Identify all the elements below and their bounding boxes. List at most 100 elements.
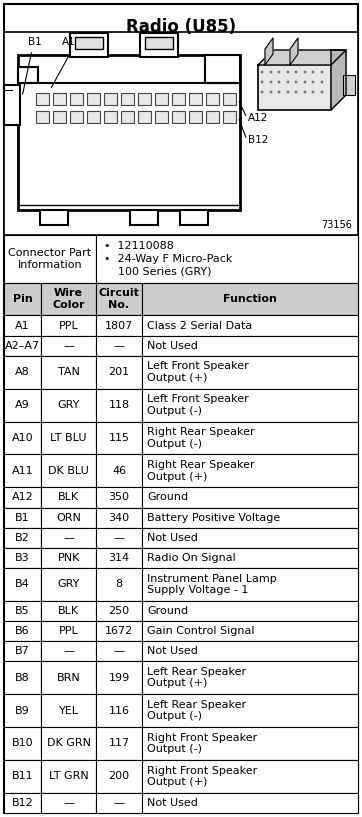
Bar (96, 600, 142, 621)
Text: 115: 115 (109, 433, 130, 443)
Bar (142, 600, 358, 621)
Text: A9: A9 (15, 400, 30, 410)
Bar (223, 111, 236, 123)
Bar (96, 641, 142, 661)
Text: YEL: YEL (59, 706, 79, 716)
Text: Gain Control Signal: Gain Control Signal (147, 626, 254, 636)
Bar (258, 65, 331, 110)
Bar (142, 315, 358, 336)
Text: Not Used: Not Used (147, 533, 198, 542)
Text: —: — (114, 798, 125, 808)
Bar (41, 454, 96, 488)
Bar (41, 621, 96, 641)
Bar (155, 111, 168, 123)
Bar (18, 67, 38, 83)
Text: Ground: Ground (147, 606, 188, 616)
Text: —: — (63, 798, 74, 808)
Text: B3: B3 (15, 553, 30, 563)
Text: —: — (63, 646, 74, 656)
Text: 116: 116 (109, 706, 130, 716)
Bar (121, 93, 134, 105)
Bar (140, 33, 178, 57)
Bar (87, 111, 100, 123)
Text: A11: A11 (12, 466, 33, 476)
Text: Function: Function (223, 294, 277, 304)
Bar (4, 454, 41, 488)
Bar (41, 694, 96, 727)
Bar (96, 528, 142, 547)
Text: DK GRN: DK GRN (47, 739, 90, 748)
Text: Class 2 Serial Data: Class 2 Serial Data (147, 320, 252, 331)
Text: B5: B5 (15, 606, 30, 616)
Text: 199: 199 (109, 672, 130, 683)
Bar (41, 283, 96, 315)
Bar (75, 37, 103, 49)
Text: 8: 8 (115, 579, 123, 589)
Polygon shape (265, 38, 273, 65)
Text: Right Rear Speaker
Output (+): Right Rear Speaker Output (+) (147, 460, 255, 482)
Text: A10: A10 (12, 433, 33, 443)
Bar (96, 547, 142, 568)
Bar (4, 488, 41, 507)
Text: Left Rear Speaker
Output (-): Left Rear Speaker Output (-) (147, 700, 246, 721)
Bar (96, 315, 142, 336)
Text: Left Rear Speaker
Output (+): Left Rear Speaker Output (+) (147, 667, 246, 689)
Bar (145, 37, 173, 49)
Text: Pin: Pin (13, 294, 33, 304)
Bar (96, 727, 142, 760)
Text: 73156: 73156 (321, 220, 352, 230)
Text: LT BLU: LT BLU (50, 433, 87, 443)
Bar (41, 422, 96, 454)
Text: A1: A1 (15, 320, 30, 331)
Text: B12: B12 (12, 798, 33, 808)
Text: A2–A7: A2–A7 (5, 341, 40, 350)
Bar (40, 210, 68, 225)
Text: B10: B10 (12, 739, 33, 748)
Bar (18, 55, 240, 210)
Text: •  12110088
•  24-Way F Micro-Pack
    100 Series (GRY): • 12110088 • 24-Way F Micro-Pack 100 Ser… (104, 240, 232, 277)
Bar (205, 55, 240, 83)
Polygon shape (290, 38, 298, 65)
Bar (87, 93, 100, 105)
Text: A8: A8 (15, 367, 30, 377)
Text: Not Used: Not Used (147, 798, 198, 808)
Bar (142, 568, 358, 600)
Bar (41, 568, 96, 600)
Bar (4, 507, 41, 528)
Bar (4, 694, 41, 727)
Bar (70, 33, 108, 57)
Bar (142, 547, 358, 568)
Bar (142, 336, 358, 355)
Text: 201: 201 (109, 367, 130, 377)
Text: GRY: GRY (58, 579, 80, 589)
Bar (142, 454, 358, 488)
Text: LT GRN: LT GRN (49, 771, 88, 781)
Bar (96, 422, 142, 454)
Bar (4, 621, 41, 641)
Bar (96, 488, 142, 507)
Text: 350: 350 (109, 493, 130, 502)
Bar (206, 93, 219, 105)
Bar (104, 111, 117, 123)
Bar (96, 792, 142, 813)
Text: Circuit
No.: Circuit No. (98, 288, 139, 310)
Bar (142, 422, 358, 454)
Bar (142, 661, 358, 694)
Bar (41, 528, 96, 547)
Bar (104, 93, 117, 105)
Text: B11: B11 (12, 771, 33, 781)
Text: 46: 46 (112, 466, 126, 476)
Bar (96, 235, 358, 283)
Text: Right Front Speaker
Output (-): Right Front Speaker Output (-) (147, 733, 257, 754)
Bar (4, 661, 41, 694)
Bar (4, 32, 358, 235)
Bar (130, 210, 158, 225)
Bar (41, 336, 96, 355)
Bar (4, 600, 41, 621)
Bar (41, 355, 96, 389)
Bar (142, 389, 358, 422)
Bar (4, 641, 41, 661)
Text: TAN: TAN (58, 367, 80, 377)
Bar (41, 727, 96, 760)
Bar (142, 355, 358, 389)
